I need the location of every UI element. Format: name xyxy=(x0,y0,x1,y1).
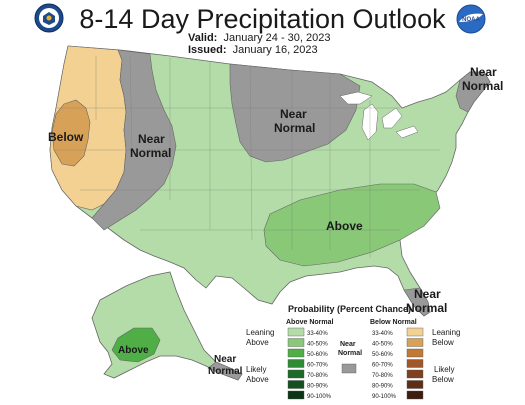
page-title: 8-14 Day Precipitation Outlook xyxy=(79,4,446,34)
legend-below-bin-label: 80-90% xyxy=(372,384,393,390)
label-near-normal-ne-1: Near xyxy=(470,65,497,79)
legend-above-bin-swatch xyxy=(287,369,305,379)
above-normal-zone-south xyxy=(263,183,441,267)
near-normal-zone-rockies xyxy=(91,49,177,231)
legend-below-bin-label: 50-60% xyxy=(372,352,393,358)
below-normal-core-west xyxy=(51,99,91,167)
label-near-normal-fl-1: Near xyxy=(414,287,441,301)
label-above-south: Above xyxy=(326,219,363,233)
noaa-logo-icon: NOAA xyxy=(456,4,486,34)
label-near-normal-rockies-1: Near xyxy=(138,132,165,146)
label-near-normal-fl-2: Normal xyxy=(406,301,447,315)
legend-below-bin-swatch xyxy=(406,348,424,358)
legend-near-normal-1: Near xyxy=(340,341,356,348)
legend-likely-above-1: Likely xyxy=(246,365,266,374)
legend-above-bin-swatch xyxy=(287,380,305,389)
valid-value: January 24 - 30, 2023 xyxy=(223,32,331,44)
legend-near-normal-2: Normal xyxy=(338,350,362,357)
label-near-normal-north-2: Normal xyxy=(274,121,315,135)
near-normal-zone-north xyxy=(229,63,361,163)
svg-text:NOAA: NOAA xyxy=(462,17,480,23)
legend-above-bin-label: 60-70% xyxy=(307,363,328,369)
legend-likely-below-2: Below xyxy=(432,375,454,384)
valid-dates: Valid: January 24 - 30, 2023 Issued: Jan… xyxy=(188,32,331,56)
legend-leaning-below-1: Leaning xyxy=(432,328,460,337)
valid-row: Valid: January 24 - 30, 2023 xyxy=(188,32,331,44)
label-near-normal-ne-2: Normal xyxy=(462,79,503,93)
legend-above-bin-swatch xyxy=(287,359,305,368)
legend-near-normal-swatch xyxy=(341,363,357,374)
legend-below-bin-swatch xyxy=(406,327,424,337)
above-normal-zone-alaska xyxy=(111,327,161,363)
legend-below-bin-swatch xyxy=(406,380,424,389)
legend-above-bin-swatch xyxy=(287,390,305,400)
legend-leaning-above-2: Above xyxy=(246,338,269,347)
legend-above-bin-label: 70-80% xyxy=(307,373,328,379)
legend-below-bin-swatch xyxy=(406,390,424,400)
legend-above-bin-swatch xyxy=(287,348,305,358)
legend-below-bin-label: 70-80% xyxy=(372,373,393,379)
legend-below-bin-label: 60-70% xyxy=(372,363,393,369)
legend-title: Probability (Percent Chance) xyxy=(288,304,411,314)
near-normal-zone-florida xyxy=(403,287,431,317)
legend-above-bin-label: 33-40% xyxy=(307,331,328,337)
doc-seal-icon xyxy=(34,3,64,33)
issued-value: January 16, 2023 xyxy=(232,44,318,56)
label-near-normal-ak-1: Near xyxy=(214,354,236,365)
legend-below-bin-label: 90-100% xyxy=(372,394,397,400)
legend-above-bin-swatch xyxy=(287,327,305,337)
label-below-west: Below xyxy=(48,130,84,144)
legend-below-bin-swatch xyxy=(406,359,424,368)
legend: Probability (Percent Chance) Above Norma… xyxy=(246,304,460,400)
valid-label: Valid: xyxy=(188,32,218,44)
legend-above-bin-label: 90-100% xyxy=(307,394,332,400)
legend-leaning-above-1: Leaning xyxy=(246,328,274,337)
issued-row: Issued: January 16, 2023 xyxy=(188,44,331,56)
label-near-normal-ak-2: Normal xyxy=(208,366,243,377)
legend-above-bin-label: 40-50% xyxy=(307,342,328,348)
label-near-normal-north-1: Near xyxy=(280,107,307,121)
legend-below-bins: 33-40% 40-50% 50-60% 60-70% 70-80% 80-90% 90-1… xyxy=(372,327,424,400)
near-normal-zone-alaska xyxy=(207,361,243,381)
great-lakes xyxy=(339,91,419,141)
legend-leaning-below-2: Below xyxy=(432,338,454,347)
legend-below-bin-label: 40-50% xyxy=(372,342,393,348)
label-above-alaska: Above xyxy=(118,345,149,356)
legend-above-header: Above Normal xyxy=(286,319,334,326)
legend-above-bins: 33-40% 40-50% 50-60% 60-70% 70-80% 80-90% 90-1… xyxy=(287,327,332,400)
legend-below-bin-swatch xyxy=(406,338,424,347)
label-near-normal-rockies-2: Normal xyxy=(130,146,171,160)
legend-likely-above-2: Above xyxy=(246,375,269,384)
legend-below-header: Below Normal xyxy=(370,319,417,326)
legend-above-bin-label: 50-60% xyxy=(307,352,328,358)
legend-above-bin-swatch xyxy=(287,338,305,347)
legend-below-bin-label: 33-40% xyxy=(372,331,393,337)
near-normal-zone-northeast xyxy=(455,71,491,113)
legend-likely-below-1: Likely xyxy=(434,365,454,374)
legend-above-bin-label: 80-90% xyxy=(307,384,328,390)
issued-label: Issued: xyxy=(188,44,227,56)
state-boundaries xyxy=(54,55,440,258)
legend-below-bin-swatch xyxy=(406,369,424,379)
